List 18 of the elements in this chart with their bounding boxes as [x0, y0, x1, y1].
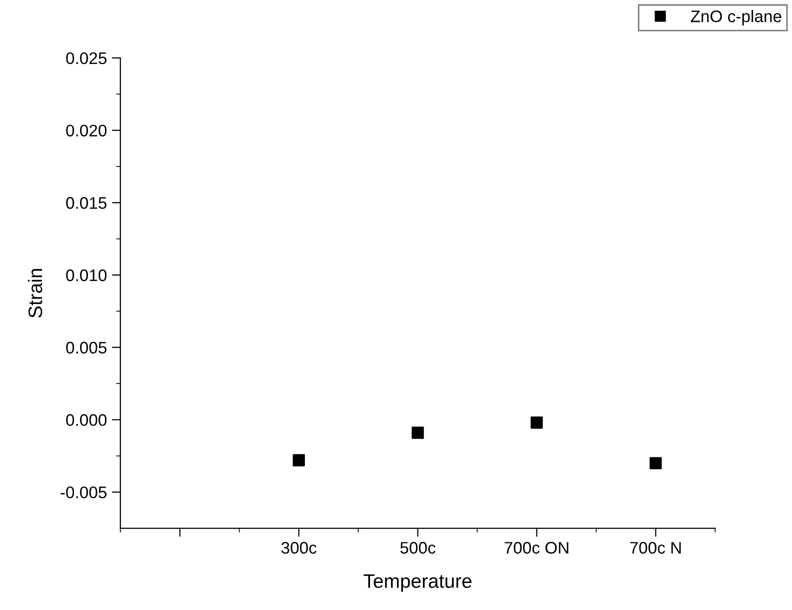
legend-label: ZnO c-plane — [690, 10, 782, 26]
y-tick-label: 0.010 — [66, 269, 107, 282]
point — [530, 416, 543, 429]
y-tick-label: 0.020 — [66, 124, 107, 137]
x-tick-label: 700c ON — [504, 542, 568, 554]
x-tick-label: 500c — [400, 542, 436, 554]
y-axis-title: Strain — [28, 268, 42, 318]
point — [412, 426, 424, 439]
x-axis-title: Temperature — [364, 574, 472, 592]
x-tick-label: 700c N — [630, 542, 681, 554]
y-tick-label: 0.005 — [66, 342, 106, 354]
y-tick-label: 0.000 — [66, 414, 107, 426]
y-tick-label: -0.005 — [60, 486, 106, 498]
y-tick-label: 0.015 — [66, 197, 106, 209]
x-tick-label: 300c — [281, 542, 316, 554]
point — [650, 457, 662, 470]
y-tick-label: 0.025 — [66, 52, 106, 64]
point — [292, 454, 305, 466]
